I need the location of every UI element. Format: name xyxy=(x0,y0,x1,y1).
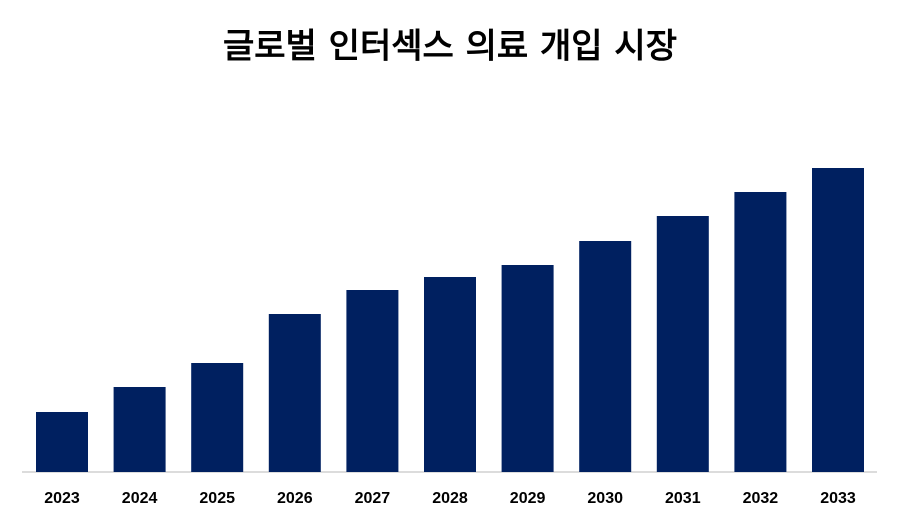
x-tick-label: 2030 xyxy=(587,490,623,507)
bar xyxy=(656,216,709,472)
bar xyxy=(501,265,554,472)
x-tick-label: 2031 xyxy=(665,490,701,507)
bar xyxy=(113,387,166,472)
chart-title: 글로벌 인터섹스 의료 개입 시장 xyxy=(223,27,677,67)
x-tick-label: 2029 xyxy=(510,490,546,507)
x-tick-label: 2025 xyxy=(199,490,235,507)
bar xyxy=(734,192,787,472)
x-tick-label: 2028 xyxy=(432,490,468,507)
bar xyxy=(36,412,88,472)
x-tick-label: 2032 xyxy=(743,490,779,507)
x-tick-label: 2033 xyxy=(820,490,856,507)
bar xyxy=(579,241,632,472)
bar xyxy=(191,363,244,472)
x-tick-label: 2023 xyxy=(44,490,80,507)
x-tick-label: 2026 xyxy=(277,490,313,507)
x-tick-label: 2024 xyxy=(122,490,158,507)
bar xyxy=(812,168,864,472)
x-tick-label: 2027 xyxy=(355,490,391,507)
bar xyxy=(424,277,476,472)
bar xyxy=(268,314,321,472)
bar xyxy=(346,290,399,472)
